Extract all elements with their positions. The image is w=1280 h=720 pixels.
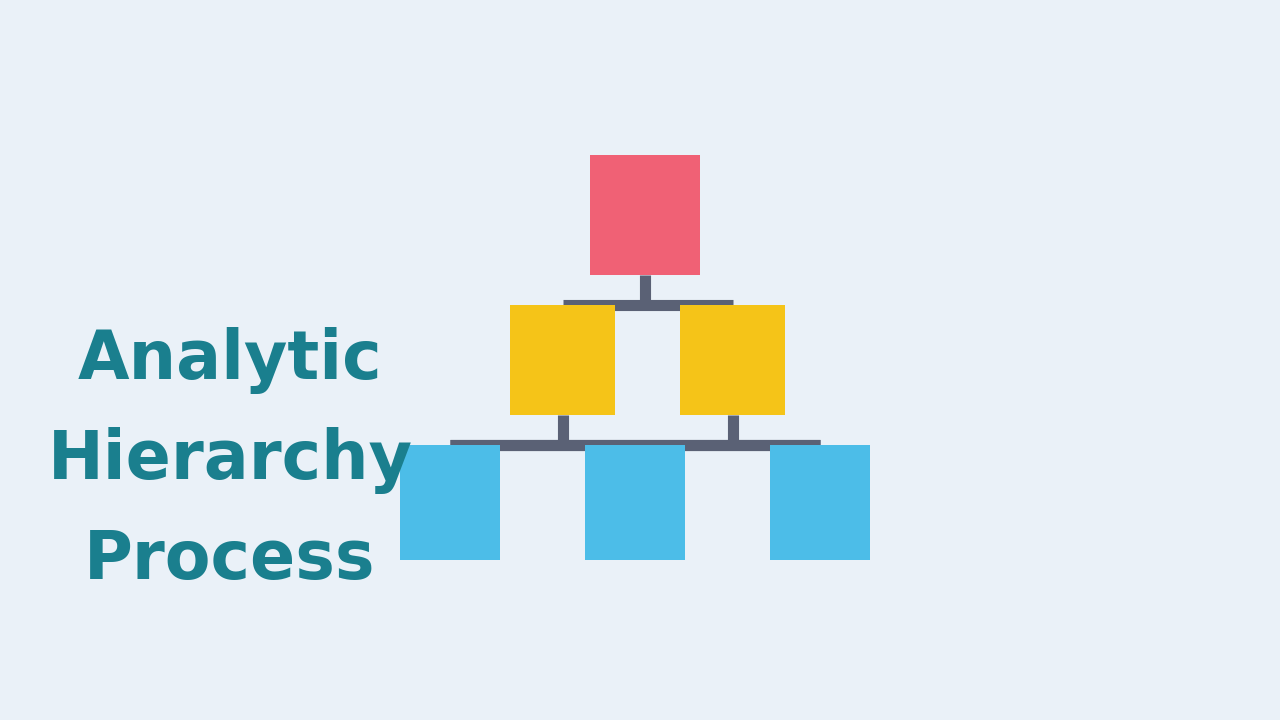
Bar bbox=[399, 445, 500, 560]
Text: Process: Process bbox=[84, 527, 376, 593]
Bar bbox=[771, 445, 870, 560]
Bar bbox=[680, 305, 785, 415]
Bar bbox=[590, 155, 700, 275]
Bar bbox=[585, 445, 685, 560]
Bar bbox=[509, 305, 614, 415]
Text: Analytic: Analytic bbox=[78, 326, 383, 394]
Text: Hierarchy: Hierarchy bbox=[47, 426, 412, 493]
